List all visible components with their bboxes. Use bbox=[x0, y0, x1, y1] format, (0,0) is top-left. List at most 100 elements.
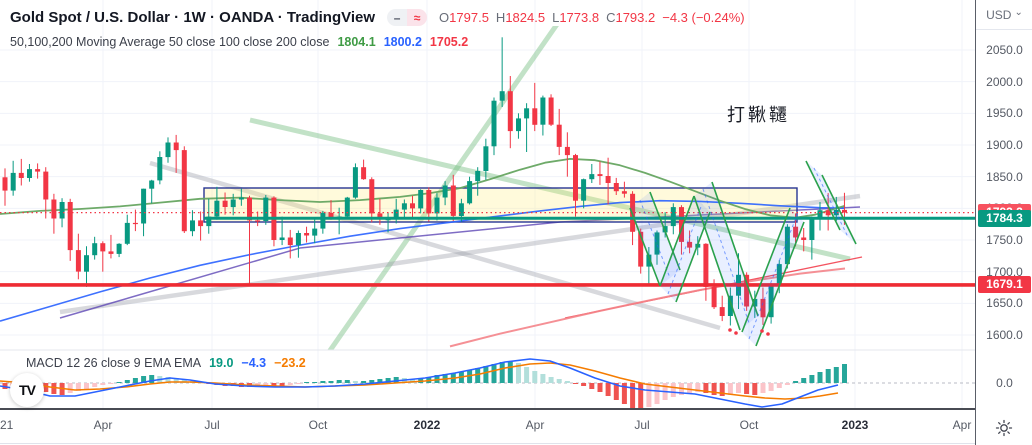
theme-toggle-button[interactable] bbox=[976, 412, 1032, 443]
macd-hist-bar bbox=[92, 383, 98, 387]
candle-body bbox=[548, 97, 554, 125]
candle-body bbox=[59, 202, 65, 219]
time-axis[interactable]: 21 Apr Jul Oct 2022 Apr Jul Oct 2023 Apr bbox=[0, 410, 1032, 445]
candle-body bbox=[198, 220, 204, 227]
macd-hist-bar bbox=[654, 383, 660, 404]
price-tick-label: 1600.0 bbox=[986, 328, 1023, 342]
macd-hist-bar bbox=[320, 381, 326, 383]
macd-pane bbox=[0, 358, 975, 410]
ma-status-row[interactable]: 50,100,200 Moving Average 50 close 100 c… bbox=[10, 35, 468, 49]
macd-signal-value: −23.2 bbox=[274, 356, 306, 370]
ohlc-values-toggle[interactable]: – bbox=[387, 9, 408, 26]
candle-body bbox=[581, 179, 587, 201]
parallel-channel-drawings[interactable] bbox=[629, 160, 857, 347]
macd-hist-bar bbox=[605, 383, 611, 396]
candle-body bbox=[295, 233, 301, 245]
candle-body bbox=[638, 231, 644, 267]
macd-hist-bar bbox=[108, 383, 114, 384]
candle-body bbox=[124, 222, 130, 244]
macd-hist-bar bbox=[825, 369, 831, 383]
macd-hist-bar bbox=[744, 383, 750, 394]
candle-body bbox=[181, 150, 187, 232]
time-axis-label: Apr bbox=[952, 418, 972, 432]
candle-body bbox=[573, 155, 578, 201]
candle-body bbox=[393, 209, 399, 220]
candle-body bbox=[18, 172, 24, 178]
candle-body bbox=[809, 217, 815, 240]
tradingview-logo[interactable]: TV bbox=[10, 373, 44, 407]
candle-body bbox=[499, 91, 505, 101]
candle-body bbox=[84, 255, 89, 272]
candle-body bbox=[165, 142, 171, 158]
macd-hist-bar bbox=[173, 378, 179, 383]
percent-change-toggle[interactable]: ≈ bbox=[407, 9, 428, 26]
candle-body bbox=[605, 176, 611, 183]
open-value: O1797.5 bbox=[439, 10, 489, 25]
price-tick-label: 1700.0 bbox=[986, 265, 1023, 279]
symbol-title[interactable]: Gold Spot / U.S. Dollar · 1W · OANDA · T… bbox=[10, 9, 376, 26]
macd-hist-bar bbox=[475, 368, 481, 383]
macd-hist-bar bbox=[784, 383, 790, 385]
time-axis-label: Apr bbox=[93, 418, 113, 432]
macd-hist-bar bbox=[670, 383, 676, 397]
candle-body bbox=[247, 197, 252, 221]
macd-hist-bar bbox=[352, 381, 358, 383]
time-axis-label: 2022 bbox=[413, 418, 441, 432]
candlestick-series bbox=[2, 37, 847, 326]
chart-canvas[interactable] bbox=[0, 0, 975, 410]
candle-body bbox=[597, 174, 603, 176]
macd-hist-bar bbox=[548, 377, 554, 383]
high-value: H1824.5 bbox=[495, 10, 546, 25]
macd-hist-bar bbox=[255, 383, 261, 386]
candle-body bbox=[149, 180, 155, 189]
candle-body bbox=[613, 183, 619, 192]
low-markers bbox=[728, 328, 770, 336]
macd-hist-bar bbox=[597, 383, 603, 392]
candle-body bbox=[752, 298, 758, 307]
macd-line bbox=[0, 358, 839, 408]
macd-hist-bar bbox=[483, 366, 489, 383]
time-axis-label: Jul bbox=[634, 418, 650, 432]
price-axis[interactable]: USD ⌄ 2050.02000.01950.01900.01850.01800… bbox=[975, 0, 1032, 445]
macd-hist-bar bbox=[801, 378, 807, 383]
macd-hist-bar bbox=[369, 380, 375, 383]
candle-body bbox=[540, 97, 546, 125]
macd-hist-bar bbox=[752, 383, 758, 395]
ma50-value: 1804.1 bbox=[337, 35, 376, 49]
macd-hist-bar bbox=[736, 383, 741, 393]
ma100-value: 1800.2 bbox=[383, 35, 422, 49]
macd-hist-bar bbox=[540, 374, 546, 383]
macd-hist-bar bbox=[467, 370, 473, 383]
candle-body bbox=[190, 220, 195, 232]
candle-body bbox=[401, 203, 407, 210]
candle-body bbox=[35, 169, 41, 172]
macd-status-row[interactable]: MACD 12 26 close 9 EMA EMA 19.0 −4.3 −23… bbox=[26, 356, 306, 370]
candle-body bbox=[516, 118, 521, 132]
candle-body bbox=[27, 169, 32, 178]
time-axis-label: Jul bbox=[204, 418, 220, 432]
candle-body bbox=[92, 243, 98, 256]
chart-text-annotation[interactable]: 打鞦韆 bbox=[727, 105, 790, 125]
candle-body bbox=[222, 200, 228, 207]
macd-hist-bar bbox=[695, 383, 701, 392]
candle-body bbox=[491, 100, 497, 147]
macd-hist-bar bbox=[809, 375, 815, 383]
macd-hist-bar bbox=[499, 362, 505, 383]
macd-hist-bar bbox=[768, 383, 774, 391]
candle-body bbox=[426, 190, 432, 214]
macd-hist-bar bbox=[328, 381, 334, 383]
candle-body bbox=[621, 191, 627, 194]
currency-selector[interactable]: USD ⌄ bbox=[976, 0, 1032, 30]
candle-body bbox=[255, 220, 261, 222]
candle-body bbox=[173, 142, 179, 151]
change-value: −4.3 (−0.24%) bbox=[662, 10, 745, 25]
candle-body bbox=[10, 172, 16, 191]
macd-hist-bar bbox=[621, 383, 627, 404]
candle-body bbox=[238, 197, 244, 200]
candle-body bbox=[434, 197, 440, 214]
time-axis-label: Oct bbox=[308, 418, 328, 432]
macd-hist-bar bbox=[507, 361, 513, 383]
macd-hist-bar bbox=[842, 364, 847, 383]
price-line-drawings[interactable] bbox=[0, 212, 975, 287]
candle-body bbox=[727, 295, 733, 316]
